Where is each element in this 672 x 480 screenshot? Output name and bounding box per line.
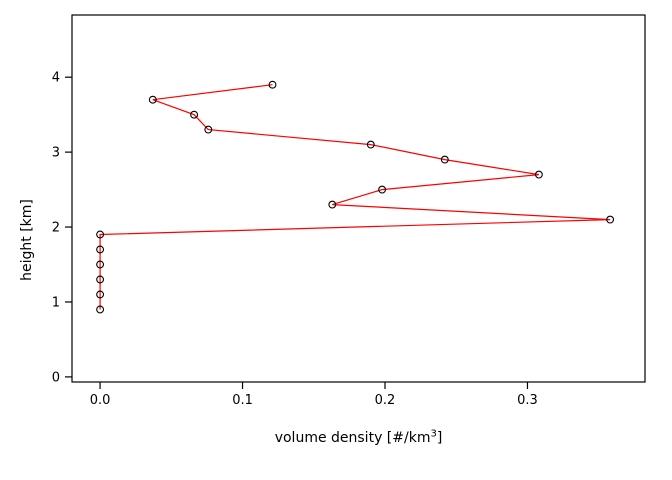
data-point: [190, 110, 199, 119]
data-point: [204, 125, 213, 134]
data-point: [96, 290, 105, 299]
x-axis-title-text: volume density [#/km: [274, 430, 431, 446]
data-point: [378, 185, 387, 194]
x-tick-label: 0.2: [375, 393, 396, 408]
data-point: [440, 155, 449, 164]
data-point: [96, 260, 105, 269]
data-point: [268, 80, 277, 89]
y-tick-label: 0: [52, 370, 60, 385]
y-tick-label: 4: [52, 71, 60, 86]
x-tick-label: 0.0: [90, 393, 111, 408]
y-tick-label: 2: [52, 221, 60, 236]
x-axis-title-close: ]: [436, 430, 443, 446]
plot-box: [71, 14, 646, 383]
data-point: [96, 245, 105, 254]
data-point: [96, 275, 105, 284]
data-point: [534, 170, 543, 179]
data-point: [96, 305, 105, 314]
data-line: [99, 84, 611, 310]
x-axis-title-superscript: 3: [430, 428, 437, 440]
x-axis-title: volume density [#/km3]: [72, 428, 645, 446]
y-tick-label: 3: [52, 146, 60, 161]
data-point: [96, 230, 105, 239]
y-axis-title: height [km]: [19, 199, 35, 281]
data-point: [148, 95, 157, 104]
data-point: [366, 140, 375, 149]
data-point: [606, 215, 615, 224]
y-tick-label: 1: [52, 295, 60, 310]
x-tick-label: 0.1: [232, 393, 253, 408]
data-point: [328, 200, 337, 209]
x-tick-label: 0.3: [517, 393, 538, 408]
